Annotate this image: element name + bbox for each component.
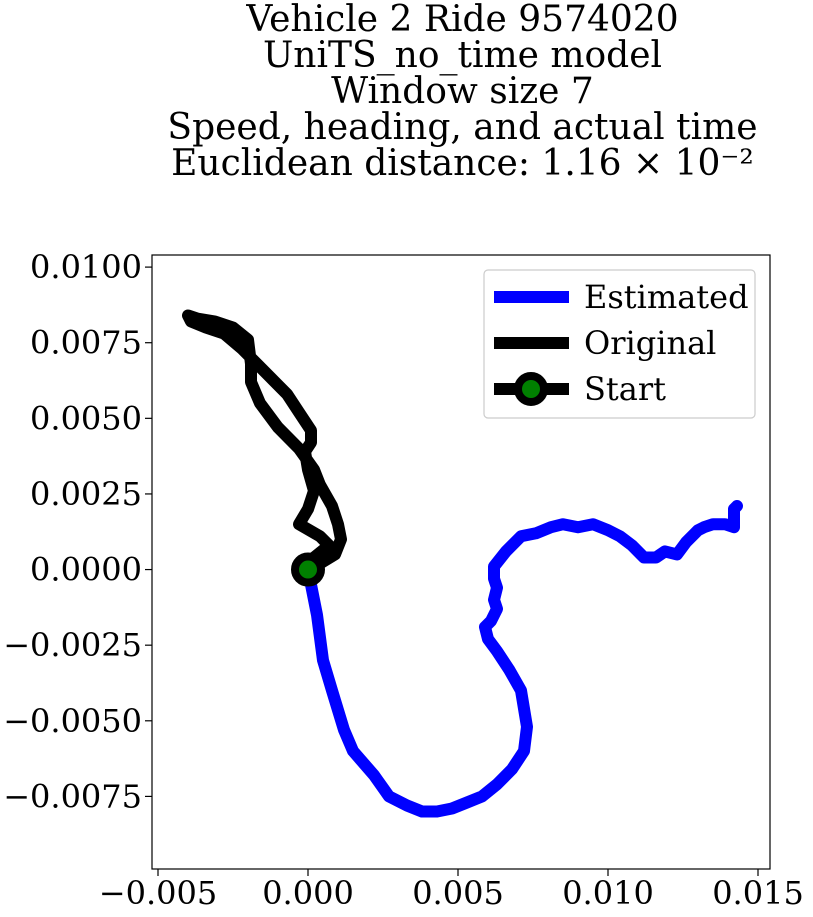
y-tick-label: −0.0050: [3, 702, 142, 740]
y-tick-label: 0.0075: [30, 324, 142, 362]
series-line-original: [182, 309, 347, 576]
series-layer: [182, 309, 743, 818]
y-tick-label: 0.0050: [30, 399, 142, 437]
title-line-5: Euclidean distance: 1.16 × 10⁻²: [171, 143, 754, 184]
x-tick-label: 0.000: [262, 874, 354, 912]
legend: Estimated Original Start: [483, 269, 756, 419]
y-tick-label: −0.0025: [3, 626, 142, 664]
title-line-4: Speed, heading, and actual time: [167, 107, 758, 148]
start-marker: [291, 552, 325, 587]
y-tick-label: 0.0100: [30, 248, 142, 286]
title-line-1: Vehicle 2 Ride 9574020: [246, 0, 679, 40]
legend-label-original: Original: [584, 324, 716, 362]
legend-label-estimated: Estimated: [584, 278, 749, 316]
series-line-estimated: [302, 500, 743, 818]
axes-layer: −0.005 0.000 0.005 0.010 0.015 0.0100 0.0075 0.…: [3, 248, 804, 912]
y-tick-label: 0.0025: [30, 475, 142, 513]
y-tick-label: 0.0000: [30, 551, 142, 589]
x-tick-label: −0.005: [99, 874, 217, 912]
title-line-3: Window size 7: [331, 71, 594, 112]
chart-title: Vehicle 2 Ride 9574020 UniTS_no_time mod…: [60, 2, 813, 182]
x-tick-label: 0.005: [412, 874, 504, 912]
legend-box: [483, 269, 756, 419]
plot-frame: [151, 254, 771, 870]
legend-label-start: Start: [584, 370, 666, 408]
legend-start-marker: [514, 372, 548, 406]
title-line-2: UniTS_no_time model: [262, 35, 663, 76]
x-tick-label: 0.015: [712, 874, 804, 912]
y-tick-label: −0.0075: [3, 777, 142, 815]
x-tick-label: 0.010: [562, 874, 654, 912]
